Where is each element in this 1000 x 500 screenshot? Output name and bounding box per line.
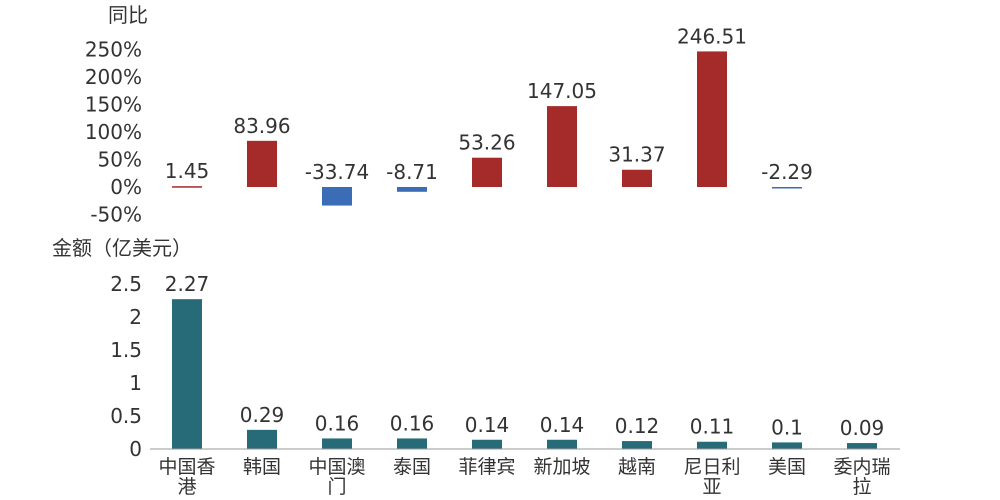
amount-panel: 金额（亿美元） 2.5 2 1.5 1 0.5 0 2.27 0.29 0.16 0.16 0.1… xyxy=(52,236,900,498)
amount-bar xyxy=(322,438,352,449)
amount-data-labels: 2.27 0.29 0.16 0.16 0.14 0.14 0.12 0.11 0.1 0.09 xyxy=(165,272,885,440)
category-labels: 中国香港 韩国 中国澳门 泰国 菲律宾 新加坡 越南 尼日利亚 美国 委内瑞拉 xyxy=(158,456,890,498)
amount-y-tick-label: 1 xyxy=(129,371,142,395)
category-label: 美国 xyxy=(768,456,806,478)
amount-data-label: 0.12 xyxy=(615,414,660,438)
yoy-panel: 同比 250% 200% 150% 100% 50% 0% -50% 1.45 83.96 -3… xyxy=(85,3,813,227)
yoy-data-label: 53.26 xyxy=(458,131,515,155)
yoy-bar xyxy=(697,51,727,188)
amount-y-tick-label: 2.5 xyxy=(110,272,142,296)
yoy-data-label: 147.05 xyxy=(527,79,597,103)
yoy-y-tick-label: 150% xyxy=(85,93,142,117)
yoy-data-label: 31.37 xyxy=(608,143,665,167)
category-label: 泰国 xyxy=(393,456,431,478)
yoy-bar xyxy=(322,187,352,206)
amount-y-tick-label: 1.5 xyxy=(110,338,142,362)
yoy-y-tick-label: -50% xyxy=(90,203,142,227)
amount-bars xyxy=(172,299,877,449)
amount-bar xyxy=(847,443,877,449)
category-label: 新加坡 xyxy=(533,456,590,478)
amount-y-ticks: 2.5 2 1.5 1 0.5 0 xyxy=(110,272,142,461)
yoy-y-tick-label: 250% xyxy=(85,38,142,62)
yoy-data-label: 246.51 xyxy=(677,24,747,48)
yoy-bar xyxy=(472,157,502,187)
amount-bar xyxy=(247,429,277,449)
yoy-data-label: -2.29 xyxy=(761,160,813,184)
yoy-bar xyxy=(397,187,427,192)
yoy-bar xyxy=(547,106,577,187)
yoy-y-ticks: 250% 200% 150% 100% 50% 0% -50% xyxy=(85,38,142,227)
yoy-y-tick-label: 100% xyxy=(85,120,142,144)
amount-bar xyxy=(697,441,727,449)
category-label: 中国澳门 xyxy=(308,456,365,498)
category-label: 中国香港 xyxy=(158,456,215,498)
amount-data-label: 2.27 xyxy=(165,272,210,296)
amount-y-tick-label: 0 xyxy=(129,437,142,461)
amount-bar xyxy=(172,299,202,449)
amount-data-label: 0.09 xyxy=(840,416,885,440)
category-label: 越南 xyxy=(618,456,656,478)
amount-data-label: 0.14 xyxy=(465,413,510,437)
category-label: 委内瑞拉 xyxy=(833,456,890,498)
category-label: 韩国 xyxy=(243,456,281,478)
yoy-data-labels: 1.45 83.96 -33.74 -8.71 53.26 147.05 31.37 246.… xyxy=(165,24,813,184)
amount-axis-title: 金额（亿美元） xyxy=(52,236,192,260)
yoy-bar xyxy=(772,187,802,189)
yoy-data-label: -33.74 xyxy=(305,160,369,184)
amount-data-label: 0.29 xyxy=(240,403,285,427)
yoy-data-label: -8.71 xyxy=(386,160,438,184)
category-label: 尼日利亚 xyxy=(683,456,740,498)
amount-y-tick-label: 0.5 xyxy=(110,404,142,428)
amount-bar xyxy=(547,439,577,449)
amount-data-label: 0.1 xyxy=(771,415,803,439)
amount-data-label: 0.16 xyxy=(315,411,360,435)
category-label: 菲律宾 xyxy=(458,456,515,478)
yoy-data-label: 83.96 xyxy=(233,114,290,138)
yoy-data-label: 1.45 xyxy=(165,159,210,183)
amount-bar xyxy=(397,438,427,449)
yoy-y-tick-label: 0% xyxy=(110,175,142,199)
yoy-bars xyxy=(172,51,802,206)
amount-bar xyxy=(622,441,652,449)
amount-bar xyxy=(772,442,802,449)
amount-bar xyxy=(472,439,502,449)
yoy-y-tick-label: 200% xyxy=(85,65,142,89)
yoy-y-tick-label: 50% xyxy=(98,148,142,172)
yoy-bar xyxy=(172,186,202,188)
amount-data-label: 0.16 xyxy=(390,411,435,435)
amount-data-label: 0.11 xyxy=(690,415,735,439)
yoy-axis-title: 同比 xyxy=(108,3,148,27)
amount-data-label: 0.14 xyxy=(540,413,585,437)
yoy-bar xyxy=(622,169,652,187)
amount-y-tick-label: 2 xyxy=(129,305,142,329)
yoy-bar xyxy=(247,140,277,187)
